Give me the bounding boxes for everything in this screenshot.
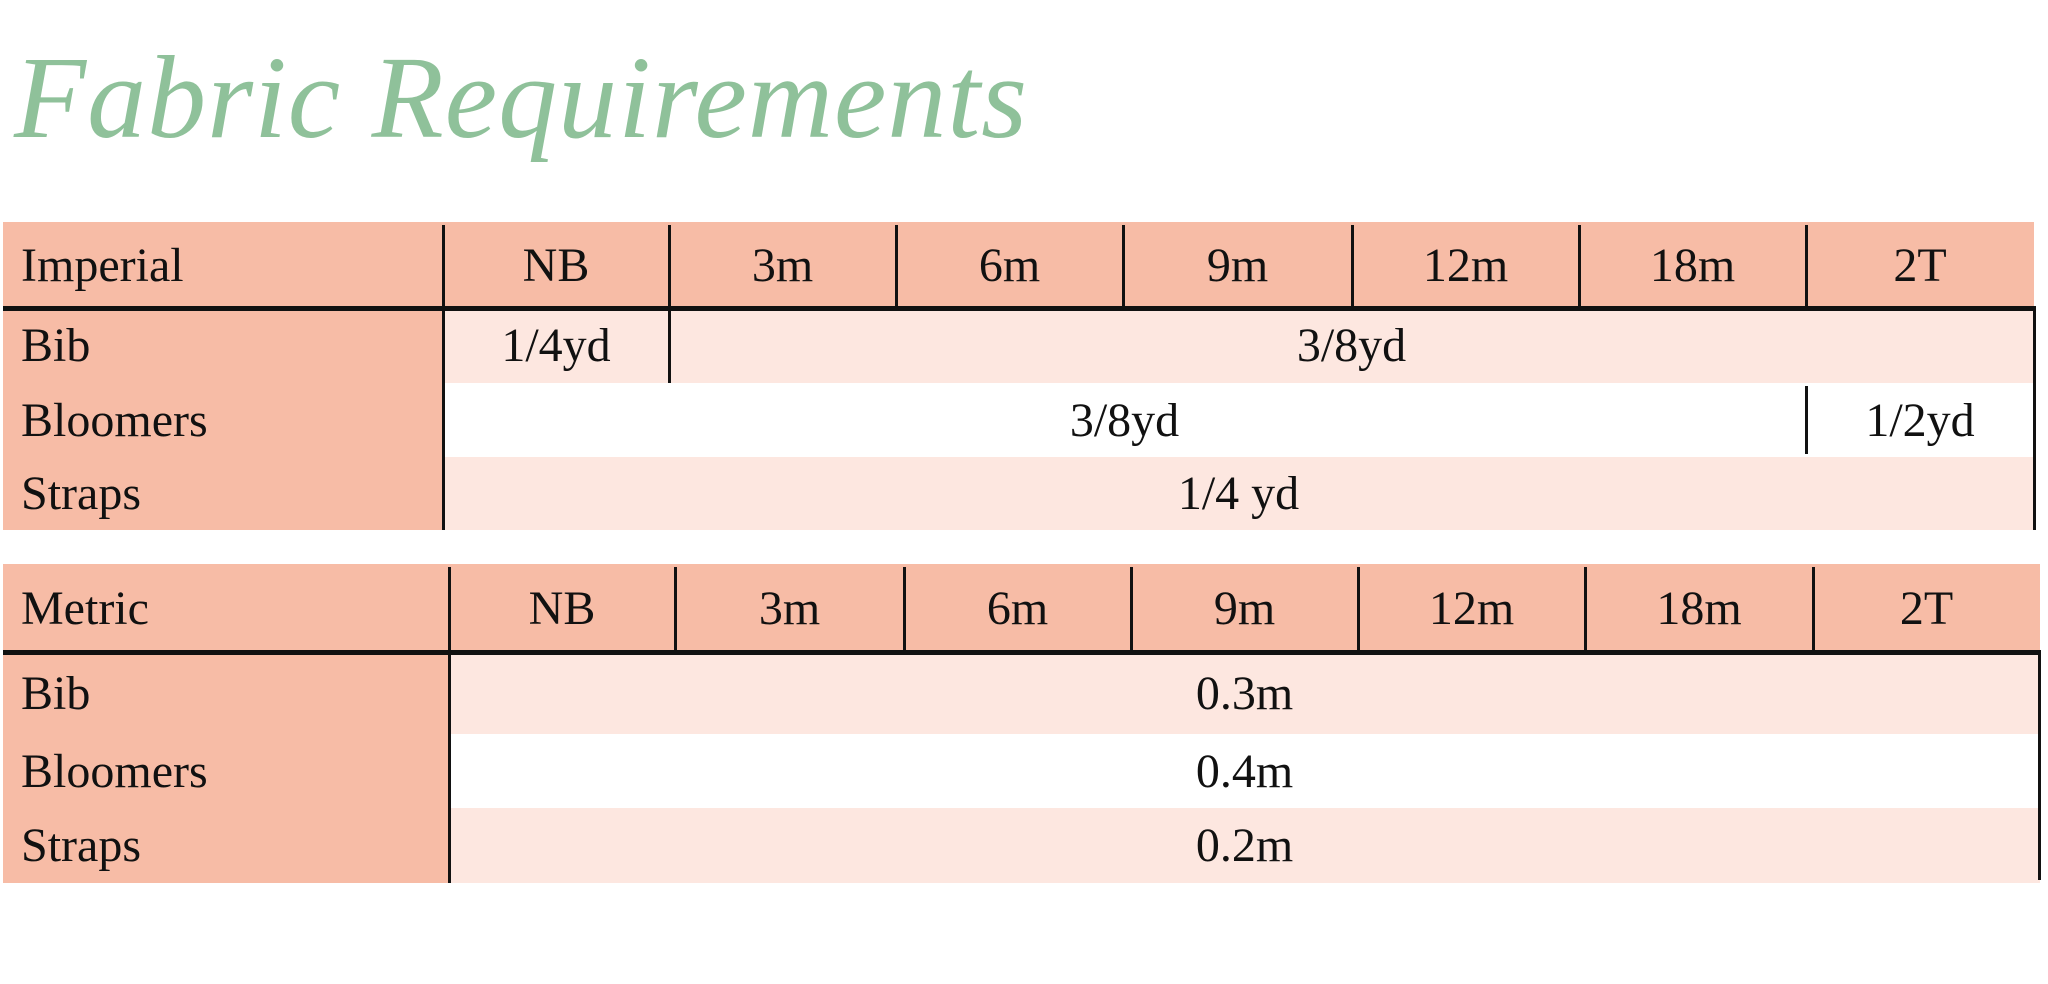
divider — [1122, 225, 1125, 308]
table-cell: 1/4yd — [443, 308, 669, 383]
size-header: 3m — [669, 222, 896, 308]
table-cell: 1/2yd — [1806, 383, 2034, 457]
size-header: 12m — [1358, 564, 1585, 652]
size-header: 2T — [1806, 222, 2034, 308]
divider — [903, 567, 906, 652]
table-row: Bloomers 0.4m — [3, 734, 2040, 808]
size-header: 2T — [1813, 564, 2040, 652]
table-row: Bib 1/4yd 3/8yd — [3, 308, 2034, 383]
divider — [1578, 225, 1581, 308]
imperial-table: Imperial NB 3m 6m 9m 12m 18m 2T Bib 1/4y… — [3, 222, 2036, 530]
size-header: 18m — [1585, 564, 1813, 652]
divider — [3, 650, 2040, 655]
imperial-label: Imperial — [3, 222, 443, 308]
table-cell: 0.3m — [449, 652, 2040, 734]
row-label: Bib — [3, 652, 449, 734]
divider — [3, 306, 2034, 311]
metric-header-row: Metric NB 3m 6m 9m 12m 18m 2T — [3, 564, 2040, 652]
table-row: Bloomers 3/8yd 1/2yd — [3, 383, 2034, 457]
row-label: Bloomers — [3, 383, 443, 457]
page-title: Fabric Requirements — [14, 32, 1029, 163]
size-header: NB — [443, 222, 669, 308]
size-header: 6m — [904, 564, 1131, 652]
metric-table: Metric NB 3m 6m 9m 12m 18m 2T Bib 0.3m B… — [3, 564, 2041, 883]
table-cell: 3/8yd — [669, 308, 2034, 383]
divider — [1584, 567, 1587, 652]
table-row: Straps 0.2m — [3, 808, 2040, 883]
table-row: Bib 0.3m — [3, 652, 2040, 734]
divider — [1130, 567, 1133, 652]
divider — [668, 225, 671, 383]
size-header: 12m — [1352, 222, 1579, 308]
table-cell: 3/8yd — [443, 383, 1806, 457]
metric-label: Metric — [3, 564, 449, 652]
divider — [1805, 225, 1808, 308]
divider — [448, 567, 451, 883]
row-label: Straps — [3, 808, 449, 883]
divider — [1351, 225, 1354, 308]
divider — [1357, 567, 1360, 652]
divider — [895, 225, 898, 308]
divider — [674, 567, 677, 652]
size-header: 18m — [1579, 222, 1806, 308]
size-header: 9m — [1131, 564, 1358, 652]
size-header: 9m — [1123, 222, 1352, 308]
table-cell: 0.2m — [449, 808, 2040, 883]
divider — [2038, 650, 2041, 880]
divider — [1805, 386, 1808, 454]
divider — [2033, 306, 2036, 530]
size-header: NB — [449, 564, 675, 652]
table-cell: 1/4 yd — [443, 457, 2034, 530]
imperial-header-row: Imperial NB 3m 6m 9m 12m 18m 2T — [3, 222, 2034, 308]
size-header: 3m — [675, 564, 904, 652]
row-label: Straps — [3, 457, 443, 530]
table-row: Straps 1/4 yd — [3, 457, 2034, 530]
row-label: Bib — [3, 308, 443, 383]
size-header: 6m — [896, 222, 1123, 308]
table-cell: 0.4m — [449, 734, 2040, 808]
row-label: Bloomers — [3, 734, 449, 808]
divider — [1812, 567, 1815, 652]
divider — [442, 225, 445, 530]
